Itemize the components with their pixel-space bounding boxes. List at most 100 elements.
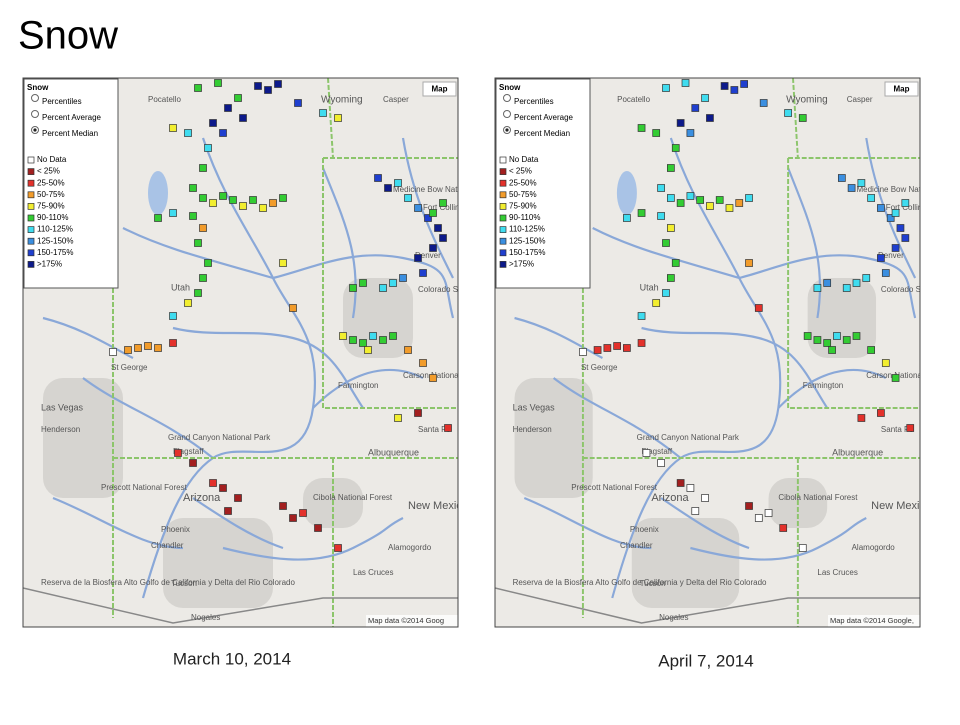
attribution: Map data ©2014 Goog: [368, 616, 444, 625]
station-marker: [686, 192, 695, 200]
map-button-bg[interactable]: [884, 81, 919, 97]
legend-label: No Data: [509, 155, 539, 164]
place-label: Phoenix: [161, 525, 190, 534]
station-marker: [339, 332, 347, 340]
terrain: [631, 518, 740, 608]
station-marker: [434, 224, 442, 232]
station-marker: [334, 114, 342, 122]
station-marker: [199, 224, 207, 232]
station-marker: [901, 199, 910, 207]
legend-swatch: [499, 261, 507, 268]
caption: April 7, 2014: [658, 651, 753, 670]
station-marker: [189, 212, 197, 220]
station-marker: [379, 336, 387, 344]
station-marker: [219, 129, 227, 137]
place-label: Las Cruces: [817, 568, 857, 577]
place-label: Farmington: [338, 381, 378, 390]
place-label: Carson National Forest: [866, 371, 949, 380]
place-label: Flagstaff: [173, 447, 204, 456]
station-marker: [299, 509, 307, 517]
station-marker: [725, 204, 734, 212]
radio[interactable]: [503, 94, 511, 102]
river: [787, 167, 822, 319]
river: [172, 326, 364, 409]
radio-dot: [505, 128, 509, 132]
terrain: [43, 378, 123, 498]
station-marker: [852, 332, 861, 340]
map-button-bg[interactable]: [422, 81, 457, 97]
river: [122, 227, 274, 280]
legend-label: >175%: [509, 260, 534, 269]
map-frame: [22, 77, 459, 628]
station-marker: [667, 224, 675, 232]
station-marker: [623, 344, 631, 352]
station-marker: [109, 348, 117, 356]
radio[interactable]: [503, 110, 511, 118]
station-marker: [414, 204, 422, 212]
place-label: Arizona: [651, 492, 689, 504]
station-marker: [657, 212, 665, 220]
station-marker: [857, 179, 866, 187]
station-marker: [404, 194, 412, 202]
state-border: [792, 78, 799, 159]
station-marker: [857, 414, 866, 422]
place-label: Prescott National Forest: [571, 483, 658, 492]
station-marker: [384, 184, 392, 192]
place-label: Las Vegas: [513, 402, 556, 412]
map-button[interactable]: Map: [432, 85, 448, 94]
place-label: Carson National Forest: [403, 371, 486, 380]
legend-swatch: [27, 237, 35, 245]
place-label: Pocatello: [148, 95, 181, 104]
station-marker: [379, 284, 387, 292]
station-marker: [124, 346, 132, 354]
station-marker: [823, 279, 832, 287]
radio[interactable]: [31, 110, 39, 118]
place-label: Fort Collins: [423, 203, 463, 212]
place-label: Wyoming: [321, 95, 363, 106]
legend-swatch: [27, 203, 35, 210]
station-marker: [199, 164, 207, 172]
station-marker: [209, 119, 217, 127]
place-label: Albuquerque: [832, 447, 883, 457]
station-marker: [169, 209, 177, 217]
station-marker: [730, 86, 739, 94]
legend-swatch: [27, 249, 35, 257]
station-marker: [881, 269, 890, 277]
river: [514, 316, 603, 359]
station-marker: [686, 129, 695, 137]
station-marker: [394, 414, 402, 422]
place-label: Cibola National Forest: [778, 493, 858, 502]
river: [552, 377, 682, 459]
place-label: Denver: [878, 251, 904, 260]
station-marker: [754, 514, 763, 522]
station-marker: [779, 524, 788, 532]
place-label: Alamogordo: [852, 543, 896, 552]
station-marker: [359, 339, 367, 347]
station-marker: [652, 299, 661, 307]
legend-swatch: [27, 226, 35, 233]
legend-label: 110-125%: [509, 225, 545, 234]
station-marker: [439, 234, 447, 242]
river: [321, 167, 357, 319]
station-marker: [891, 374, 900, 382]
station-marker: [404, 346, 412, 354]
attribution-bg: [828, 615, 920, 627]
station-marker: [735, 199, 744, 207]
station-marker: [667, 194, 675, 202]
station-marker: [419, 269, 427, 277]
legend-label: 75-90%: [509, 202, 537, 211]
station-marker: [419, 359, 427, 367]
attribution-bg: [366, 615, 458, 627]
map-button[interactable]: Map: [894, 85, 910, 94]
station-marker: [199, 194, 207, 202]
station-marker: [349, 284, 357, 292]
station-marker: [837, 174, 846, 182]
place-label: New Mexico: [871, 500, 931, 512]
station-marker: [374, 174, 382, 182]
station-marker: [667, 164, 675, 172]
radio[interactable]: [31, 94, 39, 102]
station-marker: [701, 494, 709, 502]
place-label: Henderson: [41, 425, 80, 434]
